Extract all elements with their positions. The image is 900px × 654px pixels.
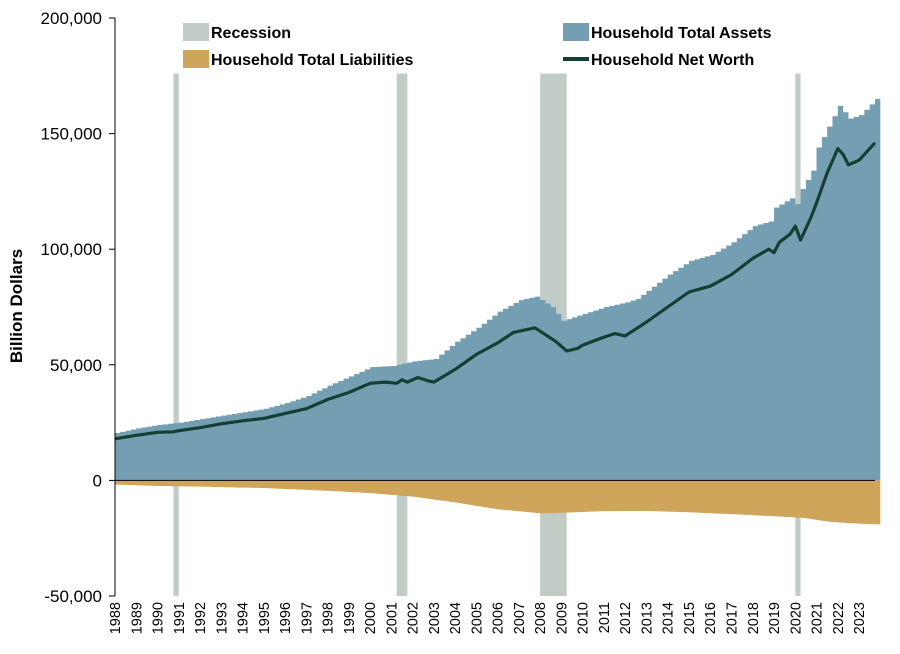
net-worth-line (114, 141, 877, 441)
y-axis-label: Billion Dollars (7, 249, 26, 363)
y-tick-label: 150,000 (41, 125, 102, 144)
x-tick-label: 2009 (554, 602, 570, 634)
x-tick-label: 1991 (172, 602, 188, 634)
x-tick-label: 2023 (852, 602, 868, 634)
x-tick-label: 2003 (427, 602, 443, 634)
legend: Recession Household Total Assets Household… (183, 23, 772, 69)
x-tick-label: 2018 (746, 602, 762, 634)
x-tick-label: 1988 (108, 602, 124, 634)
x-tick-label: 2022 (831, 602, 847, 634)
x-tick-labels: 1988 1989 1990 1991 1992 1993 1994 1995 1996 1997… (108, 602, 868, 634)
y-tick-label: 50,000 (50, 356, 102, 375)
x-tick-label: 2002 (406, 602, 422, 634)
liabilities-area (115, 480, 881, 525)
y-tick-label: -50,000 (44, 587, 102, 606)
x-tick-label: 2020 (788, 602, 804, 634)
x-tick-label: 1990 (151, 602, 167, 634)
line-series (114, 141, 877, 441)
legend-label: Household Net Worth (591, 52, 754, 69)
x-tick-label: 2010 (576, 602, 592, 634)
legend-label: Household Total Assets (591, 25, 772, 42)
x-tick-label: 2019 (767, 602, 783, 634)
recession-band (396, 73, 408, 597)
x-tick-label: 2012 (618, 602, 634, 634)
legend-label: Household Total Liabilities (211, 52, 413, 69)
x-tick-label: 2013 (639, 602, 655, 634)
x-tick-label: 1995 (257, 602, 273, 634)
area-series (115, 98, 881, 525)
x-tick-label: 1999 (342, 602, 358, 634)
x-tick-label: 2014 (661, 602, 677, 634)
recession-band (173, 73, 179, 597)
x-tick-label: 2021 (810, 602, 826, 634)
y-tick-label: 200,000 (41, 9, 102, 28)
y-tick-labels: -50,000 0 50,000 100,000 150,000 200,000 (41, 9, 102, 606)
x-tick-label: 2011 (597, 602, 613, 633)
legend-swatch (183, 23, 209, 41)
x-tick-label: 1994 (236, 602, 252, 634)
legend-swatch (183, 50, 209, 68)
x-tick-label: 2000 (363, 602, 379, 634)
x-tick-label: 2008 (533, 602, 549, 634)
x-tick-label: 2016 (703, 602, 719, 634)
x-tick-label: 2017 (725, 602, 741, 634)
x-tick-label: 2015 (682, 602, 698, 634)
legend-label: Recession (211, 25, 291, 42)
assets-area (115, 98, 881, 481)
x-tick-label: 1989 (129, 602, 145, 634)
x-tick-label: 2007 (512, 602, 528, 634)
x-tick-label: 2006 (491, 602, 507, 634)
x-tick-label: 2005 (469, 602, 485, 634)
x-tick-label: 2001 (384, 602, 400, 634)
y-tick-label: 100,000 (41, 240, 102, 259)
axes (109, 17, 875, 597)
y-tick-label: 0 (93, 471, 102, 490)
x-tick-label: 1993 (214, 602, 230, 634)
legend-swatch (563, 23, 589, 41)
x-tick-label: 1998 (321, 602, 337, 634)
x-tick-label: 1992 (193, 602, 209, 634)
x-tick-label: 2004 (448, 602, 464, 634)
x-tick-label: 1996 (278, 602, 294, 634)
x-tick-label: 1997 (299, 602, 315, 634)
